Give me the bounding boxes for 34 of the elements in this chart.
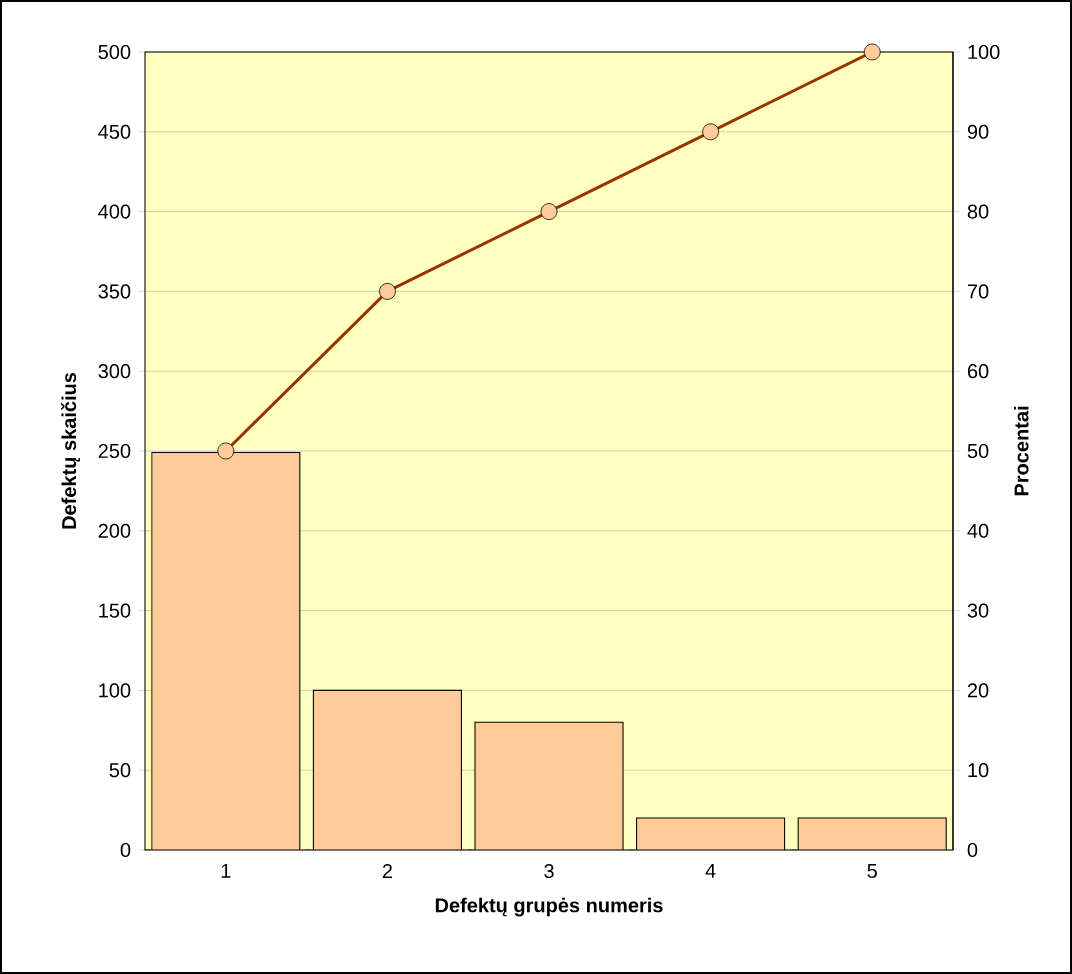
y-tick-label: 450	[98, 124, 131, 139]
y2-tick-label: 0	[967, 842, 978, 858]
y2-tick-label: 10	[968, 763, 989, 778]
y-tick-label: 0	[120, 842, 131, 858]
y2-tick-label: 50	[967, 443, 989, 459]
y2-tick-label: 20	[967, 683, 989, 698]
x-tick-label: 5	[867, 863, 877, 878]
y-tick-label: 200	[98, 523, 131, 538]
bar	[797, 817, 947, 850]
x-tick-label: 4	[705, 863, 716, 878]
y-tick-label: 350	[98, 284, 131, 299]
y2-tick-label: 90	[967, 124, 989, 139]
x-tick-label: 3	[544, 863, 554, 879]
y-tick-label: 400	[98, 204, 131, 219]
y-tick-label: 100	[99, 683, 131, 698]
y2-tick-label: 80	[967, 204, 989, 219]
y2-tick-label: 40	[967, 523, 989, 538]
y-tick-label: 50	[109, 763, 131, 778]
y2-axis-title: Procentai	[1013, 406, 1029, 496]
y-tick-label: 250	[98, 443, 131, 459]
y2-tick-label: 60	[967, 364, 989, 379]
x-axis-title: Defektų grupės numeris	[435, 897, 663, 917]
x-tick-label: 1	[221, 863, 231, 878]
y-tick-label: 150	[99, 603, 131, 618]
bar	[313, 690, 462, 850]
y-axis-title: Defektų skaičius	[61, 372, 81, 529]
y2-tick-label: 30	[967, 603, 989, 618]
bar	[474, 722, 624, 850]
bar	[636, 818, 785, 850]
y2-tick-label: 100	[968, 44, 1000, 60]
y-tick-label: 500	[98, 44, 131, 60]
y-tick-label: 300	[98, 364, 131, 379]
y2-tick-label: 70	[967, 284, 989, 299]
x-tick-label: 2	[382, 863, 392, 878]
